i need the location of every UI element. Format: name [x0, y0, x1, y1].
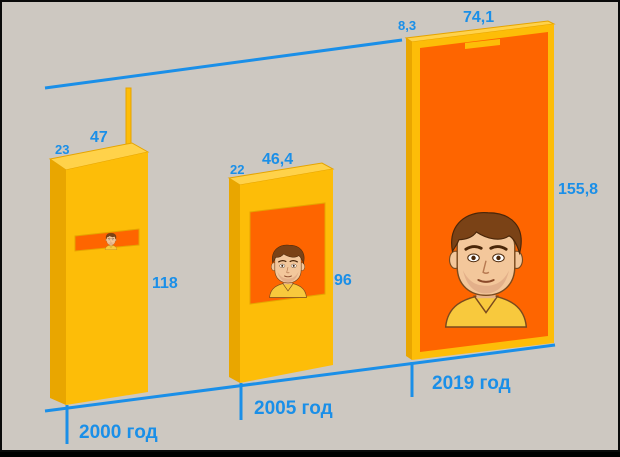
face-avatar-icon: [443, 210, 529, 329]
year-label-2000: 2000 год: [79, 422, 158, 443]
phone-2019: [404, 20, 556, 360]
baseline: [44, 343, 556, 413]
width-label-2000: 47: [90, 129, 108, 146]
height-label-2005: 96: [334, 272, 352, 289]
width-label-2019: 74,1: [463, 9, 494, 26]
face-avatar-icon: [104, 232, 118, 250]
depth-label-2000: 23: [55, 142, 69, 157]
year-label-2005: 2005 год: [254, 398, 333, 419]
year-label-2019: 2019 год: [432, 373, 511, 394]
depth-label-2019: 8,3: [398, 18, 416, 33]
phone-2005: [227, 162, 335, 383]
height-label-2019: 155,8: [558, 181, 598, 198]
notch: [465, 39, 500, 49]
face-avatar-icon: [268, 244, 308, 299]
screen-2019: [420, 32, 548, 352]
depth-label-2005: 22: [230, 162, 244, 177]
top-guide-line: [44, 38, 403, 90]
height-label-2000: 118: [152, 275, 178, 292]
width-label-2005: 46,4: [262, 151, 293, 168]
phone-2000: [48, 87, 150, 405]
